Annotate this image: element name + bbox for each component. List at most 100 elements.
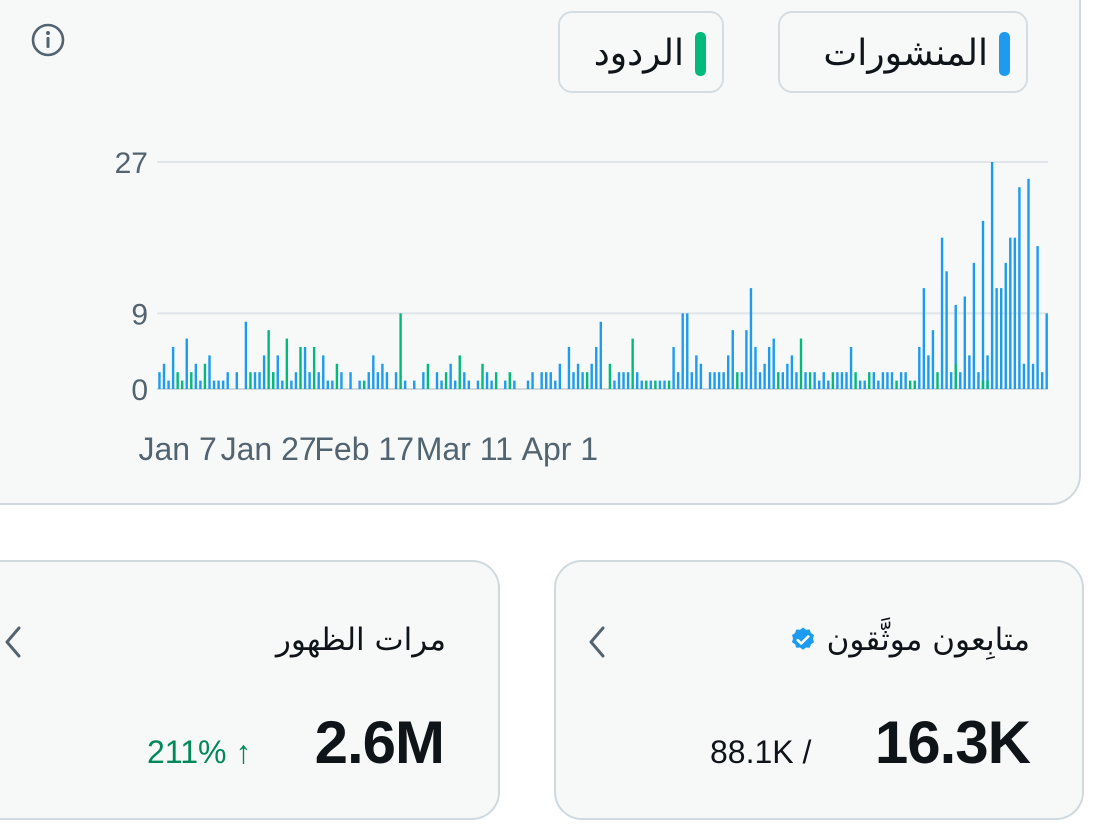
verified-followers-card[interactable]: متابِعون موثَّقون 16.3K 88.1K / bbox=[554, 560, 1084, 820]
chart-bar[interactable] bbox=[367, 372, 370, 389]
chart-bar[interactable] bbox=[854, 372, 857, 389]
chart-bar[interactable] bbox=[276, 355, 279, 389]
chart-bar[interactable] bbox=[877, 380, 880, 389]
impressions-card[interactable]: مرات الظهور 2.6M 211% ↑ bbox=[0, 560, 500, 820]
chart-bar[interactable] bbox=[626, 372, 630, 389]
chart-bar[interactable] bbox=[827, 380, 830, 389]
legend-replies-toggle[interactable]: الردود bbox=[558, 11, 724, 93]
chart-bar[interactable] bbox=[667, 380, 671, 389]
chart-bar[interactable] bbox=[481, 363, 484, 389]
chart-bar[interactable] bbox=[331, 380, 334, 389]
chart-bar[interactable] bbox=[986, 380, 989, 389]
chart-bar[interactable] bbox=[736, 372, 739, 389]
chart-bar[interactable] bbox=[545, 372, 548, 389]
chart-bar[interactable] bbox=[863, 380, 866, 389]
chart-bar[interactable] bbox=[217, 380, 220, 389]
chart-bar[interactable] bbox=[676, 372, 680, 389]
chart-bar[interactable] bbox=[654, 380, 657, 389]
chart-bar[interactable] bbox=[963, 296, 966, 389]
chart-bar[interactable] bbox=[595, 346, 598, 389]
chart-bar[interactable] bbox=[727, 355, 730, 389]
chart-bar[interactable] bbox=[813, 372, 816, 389]
chart-bar[interactable] bbox=[672, 346, 675, 389]
chart-bar[interactable] bbox=[995, 288, 998, 389]
chart-bar[interactable] bbox=[476, 380, 480, 389]
chart-bar[interactable] bbox=[326, 380, 329, 389]
chart-bar[interactable] bbox=[258, 372, 261, 389]
chart-bar[interactable] bbox=[267, 330, 270, 389]
chart-bar[interactable] bbox=[249, 372, 252, 389]
chart-bar[interactable] bbox=[872, 372, 875, 389]
chart-bar[interactable] bbox=[918, 346, 921, 389]
chart-bar[interactable] bbox=[312, 346, 316, 389]
chart-bar[interactable] bbox=[981, 220, 985, 389]
chart-bar[interactable] bbox=[904, 372, 907, 389]
chart-bar[interactable] bbox=[713, 372, 716, 389]
chart-bar[interactable] bbox=[376, 372, 380, 389]
chart-bar[interactable] bbox=[485, 372, 489, 389]
chart-bar[interactable] bbox=[1040, 372, 1044, 389]
chart-bar[interactable] bbox=[262, 355, 266, 389]
legend-posts-toggle[interactable]: المنشورات bbox=[778, 11, 1028, 93]
chart-bar[interactable] bbox=[708, 372, 712, 389]
chart-bar[interactable] bbox=[831, 372, 835, 389]
info-icon[interactable] bbox=[30, 22, 66, 58]
chart-bar[interactable] bbox=[394, 372, 398, 389]
chevron-left-icon[interactable] bbox=[2, 624, 24, 660]
chart-bar[interactable] bbox=[244, 321, 248, 389]
chart-bar[interactable] bbox=[799, 338, 803, 389]
chart-bar[interactable] bbox=[868, 372, 871, 389]
chart-bar[interactable] bbox=[763, 363, 766, 389]
chart-bar[interactable] bbox=[176, 372, 179, 389]
chart-bar[interactable] bbox=[290, 380, 293, 389]
chart-bar[interactable] bbox=[818, 380, 821, 389]
chart-bar[interactable] bbox=[199, 380, 202, 389]
chart-bar[interactable] bbox=[699, 363, 703, 389]
chart-bar[interactable] bbox=[413, 380, 416, 389]
chart-bar[interactable] bbox=[640, 380, 643, 389]
chart-bar[interactable] bbox=[203, 363, 207, 389]
chart-bar[interactable] bbox=[171, 346, 175, 389]
chart-bar[interactable] bbox=[613, 380, 616, 389]
chart-bar[interactable] bbox=[772, 338, 775, 389]
chart-bar[interactable] bbox=[299, 346, 302, 389]
chart-bar[interactable] bbox=[913, 380, 916, 389]
chart-bar[interactable] bbox=[972, 262, 976, 389]
chart-bar[interactable] bbox=[440, 380, 443, 389]
chart-bar[interactable] bbox=[631, 338, 634, 389]
chart-bar[interactable] bbox=[954, 304, 957, 389]
chart-bar[interactable] bbox=[836, 372, 839, 389]
chart-bar[interactable] bbox=[285, 338, 289, 389]
chart-bar[interactable] bbox=[954, 363, 957, 389]
chart-bar[interactable] bbox=[881, 372, 885, 389]
chart-bar[interactable] bbox=[340, 372, 343, 389]
chart-bar[interactable] bbox=[508, 372, 511, 389]
chart-bar[interactable] bbox=[890, 372, 894, 389]
chart-bar[interactable] bbox=[754, 346, 757, 389]
chart-bar[interactable] bbox=[226, 372, 229, 389]
chart-bar[interactable] bbox=[272, 372, 275, 389]
chart-bar[interactable] bbox=[449, 363, 452, 389]
chart-bar[interactable] bbox=[294, 372, 298, 389]
chart-bar[interactable] bbox=[435, 372, 439, 389]
chart-bar[interactable] bbox=[444, 372, 448, 389]
chart-bar[interactable] bbox=[895, 380, 898, 389]
chart-bar[interactable] bbox=[745, 330, 748, 389]
chart-bar[interactable] bbox=[158, 372, 161, 389]
chart-bar[interactable] bbox=[663, 380, 666, 389]
chart-bar[interactable] bbox=[649, 380, 653, 389]
chart-bar[interactable] bbox=[490, 380, 493, 389]
chart-bar[interactable] bbox=[572, 372, 575, 389]
chart-bar[interactable] bbox=[940, 237, 944, 389]
chart-bar[interactable] bbox=[909, 380, 912, 389]
chart-bar[interactable] bbox=[253, 372, 257, 389]
chart-bar[interactable] bbox=[504, 380, 507, 389]
chart-bar[interactable] bbox=[1022, 363, 1026, 389]
chart-bar[interactable] bbox=[558, 363, 562, 389]
chart-bar[interactable] bbox=[945, 271, 948, 389]
chart-bar[interactable] bbox=[1009, 237, 1012, 389]
chart-bar[interactable] bbox=[931, 330, 935, 389]
chart-bar[interactable] bbox=[381, 363, 384, 389]
chart-bar[interactable] bbox=[749, 288, 753, 389]
chart-bar[interactable] bbox=[194, 363, 198, 389]
